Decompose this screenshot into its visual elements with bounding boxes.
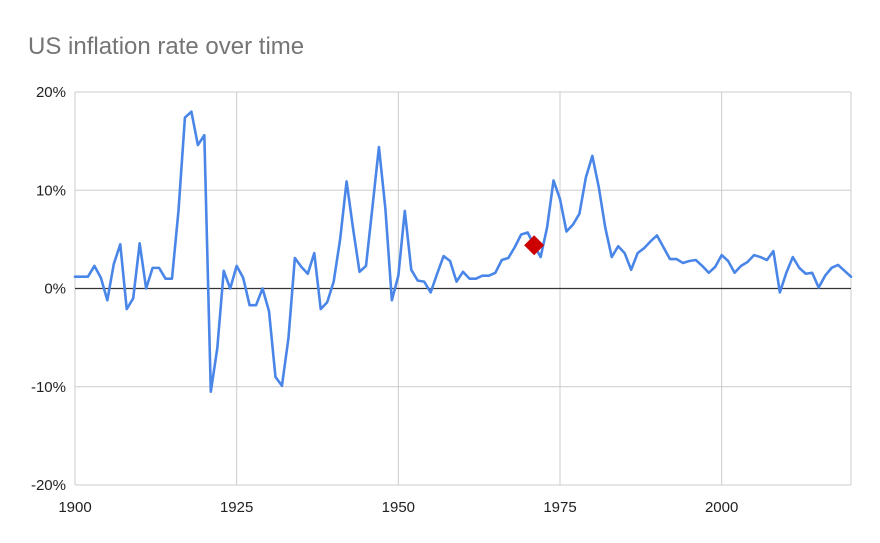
x-tick-label: 2000 xyxy=(705,499,738,516)
x-axis-tick-labels: 1900 1925 1950 1975 2000 xyxy=(58,499,738,516)
x-tick-label: 1925 xyxy=(220,499,253,516)
highlight-point-marker xyxy=(524,235,545,256)
inflation-series-line xyxy=(73,110,853,393)
chart-title: US inflation rate over time xyxy=(28,33,304,60)
y-tick-label: -20% xyxy=(31,477,66,494)
x-tick-label: 1975 xyxy=(543,499,576,516)
highlight-marker-layer xyxy=(524,235,545,256)
y-tick-label: 10% xyxy=(36,182,66,199)
y-axis-tick-labels: 20% 10% 0% -10% -20% xyxy=(31,84,66,494)
x-tick-label: 1950 xyxy=(382,499,415,516)
y-tick-label: -10% xyxy=(31,379,66,396)
x-tick-label: 1900 xyxy=(58,499,91,516)
y-tick-label: 0% xyxy=(44,281,66,298)
y-tick-label: 20% xyxy=(36,84,66,101)
